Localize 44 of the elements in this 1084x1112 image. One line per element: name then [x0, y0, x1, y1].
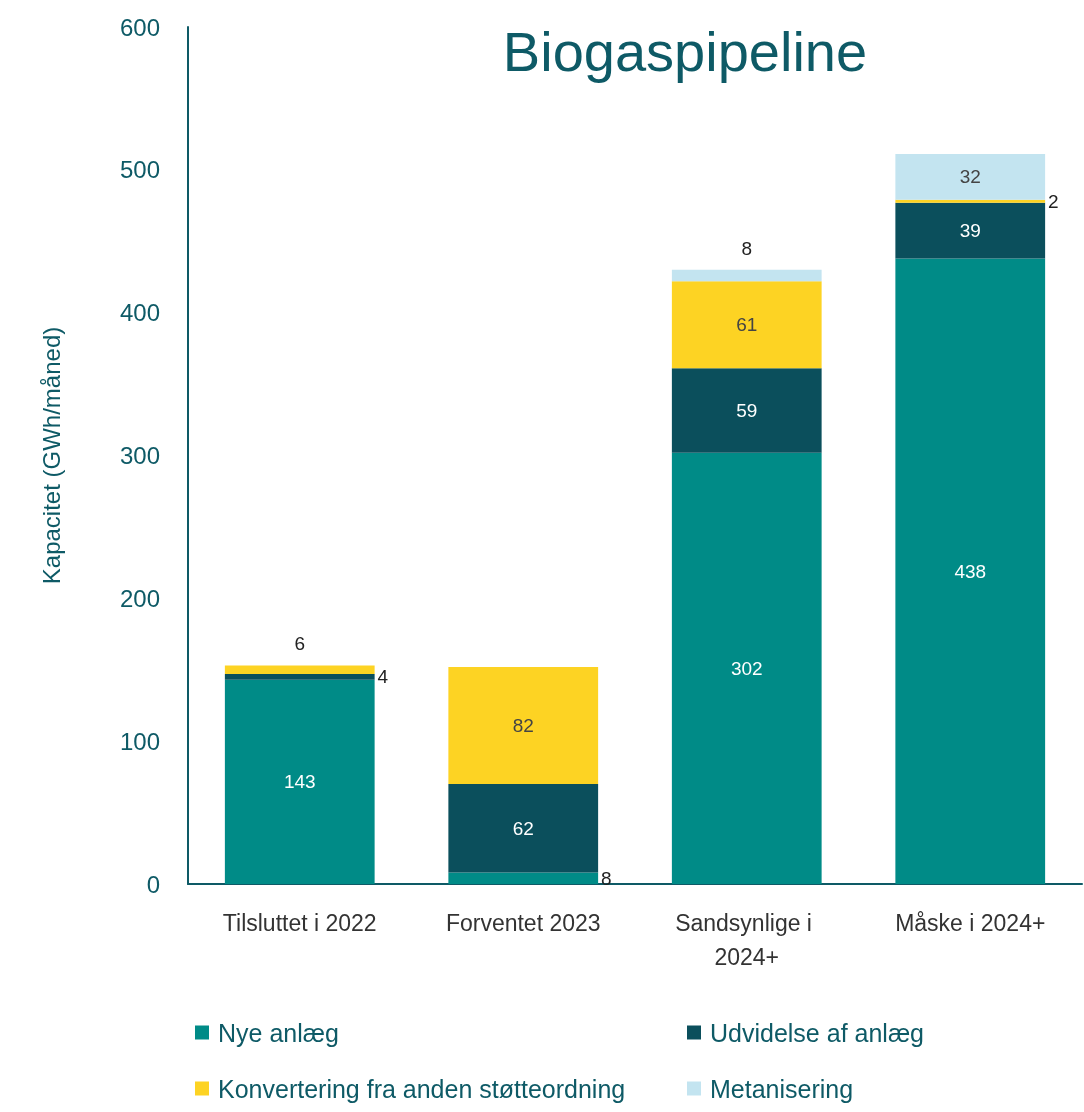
bar: [671, 452, 822, 884]
y-axis-title: Kapacitet (GWh/måned): [37, 326, 65, 585]
data-label: 4: [377, 666, 389, 688]
data-label: 6: [294, 633, 306, 655]
bar: [671, 269, 822, 282]
y-tick-label: 100: [119, 727, 160, 755]
legend-label: Udvidelse af anlæg: [710, 1018, 925, 1047]
bar: [671, 281, 822, 369]
y-tick-label: 300: [119, 442, 160, 469]
legend-label: Nye anlæg: [218, 1018, 339, 1047]
bar: [224, 674, 375, 680]
bar: [671, 368, 822, 453]
y-tick-label: 600: [119, 13, 160, 41]
x-tick-label: Tilsluttet i 2022: [222, 910, 377, 936]
data-label: 2: [1048, 190, 1059, 212]
x-tick-label: Sandsynlige i 2024+: [675, 910, 819, 970]
bar: [895, 202, 1046, 259]
y-tick-label: 0: [146, 870, 160, 898]
y-tick-label: 400: [119, 299, 160, 327]
bar: [895, 258, 1046, 884]
bar: [448, 784, 599, 873]
legend-label: Metanisering: [710, 1074, 854, 1103]
bar: [448, 666, 599, 785]
y-tick-label: 200: [119, 584, 160, 612]
bar: [895, 199, 1046, 203]
x-tick-label: Forventet 2023: [445, 910, 601, 936]
data-label: 143: [283, 771, 316, 793]
bar: [448, 872, 599, 884]
y-tick-label: 500: [119, 156, 160, 184]
data-label: 32: [959, 166, 981, 188]
bar: [224, 665, 375, 675]
legend-label: Konvertering fra anden støtteordning: [218, 1074, 626, 1103]
data-label: 61: [736, 314, 758, 336]
x-tick-label: Måske i 2024+: [895, 910, 1046, 936]
bar: [224, 679, 375, 884]
data-label: 82: [512, 714, 534, 736]
bar: [895, 154, 1046, 200]
data-label: 59: [736, 400, 758, 422]
chart-title: Biogaspipeline: [502, 19, 868, 83]
data-label: 302: [730, 657, 763, 679]
data-label: 39: [959, 220, 981, 242]
data-label: 8: [741, 237, 753, 259]
data-label: 62: [512, 817, 534, 839]
data-label: 438: [954, 560, 987, 582]
